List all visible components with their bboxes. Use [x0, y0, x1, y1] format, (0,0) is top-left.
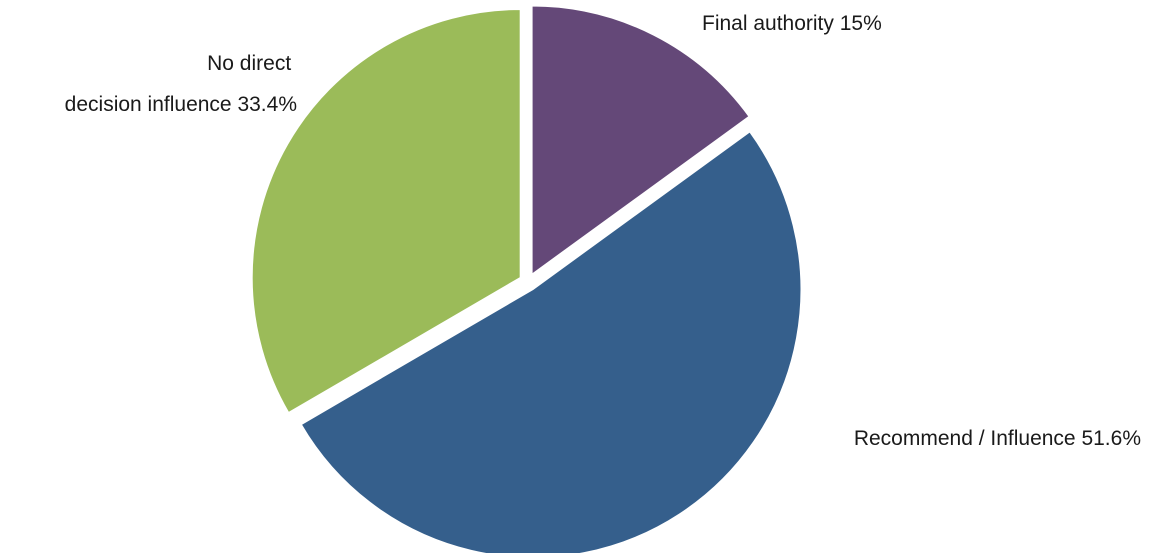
slice-label-no-direct-influence-line-1: No direct	[207, 52, 291, 75]
slice-no-direct-influence	[251, 9, 521, 414]
slice-label-no-direct-influence: No direct decision influence 33.4%	[65, 52, 297, 116]
slice-label-final-authority-line-1: Final authority 15%	[702, 12, 882, 35]
pie-labels: Final authority 15% Recommend / Influenc…	[65, 12, 1141, 450]
pie-slices	[251, 5, 802, 558]
slice-final-authority	[531, 5, 750, 275]
slice-label-recommend-influence-line-1: Recommend / Influence 51.6%	[854, 427, 1141, 450]
slice-recommend-influence	[300, 131, 802, 558]
slice-label-recommend-influence: Recommend / Influence 51.6%	[854, 427, 1141, 450]
slice-label-no-direct-influence-line-2: decision influence 33.4%	[65, 93, 297, 116]
slice-label-final-authority: Final authority 15%	[702, 12, 882, 35]
